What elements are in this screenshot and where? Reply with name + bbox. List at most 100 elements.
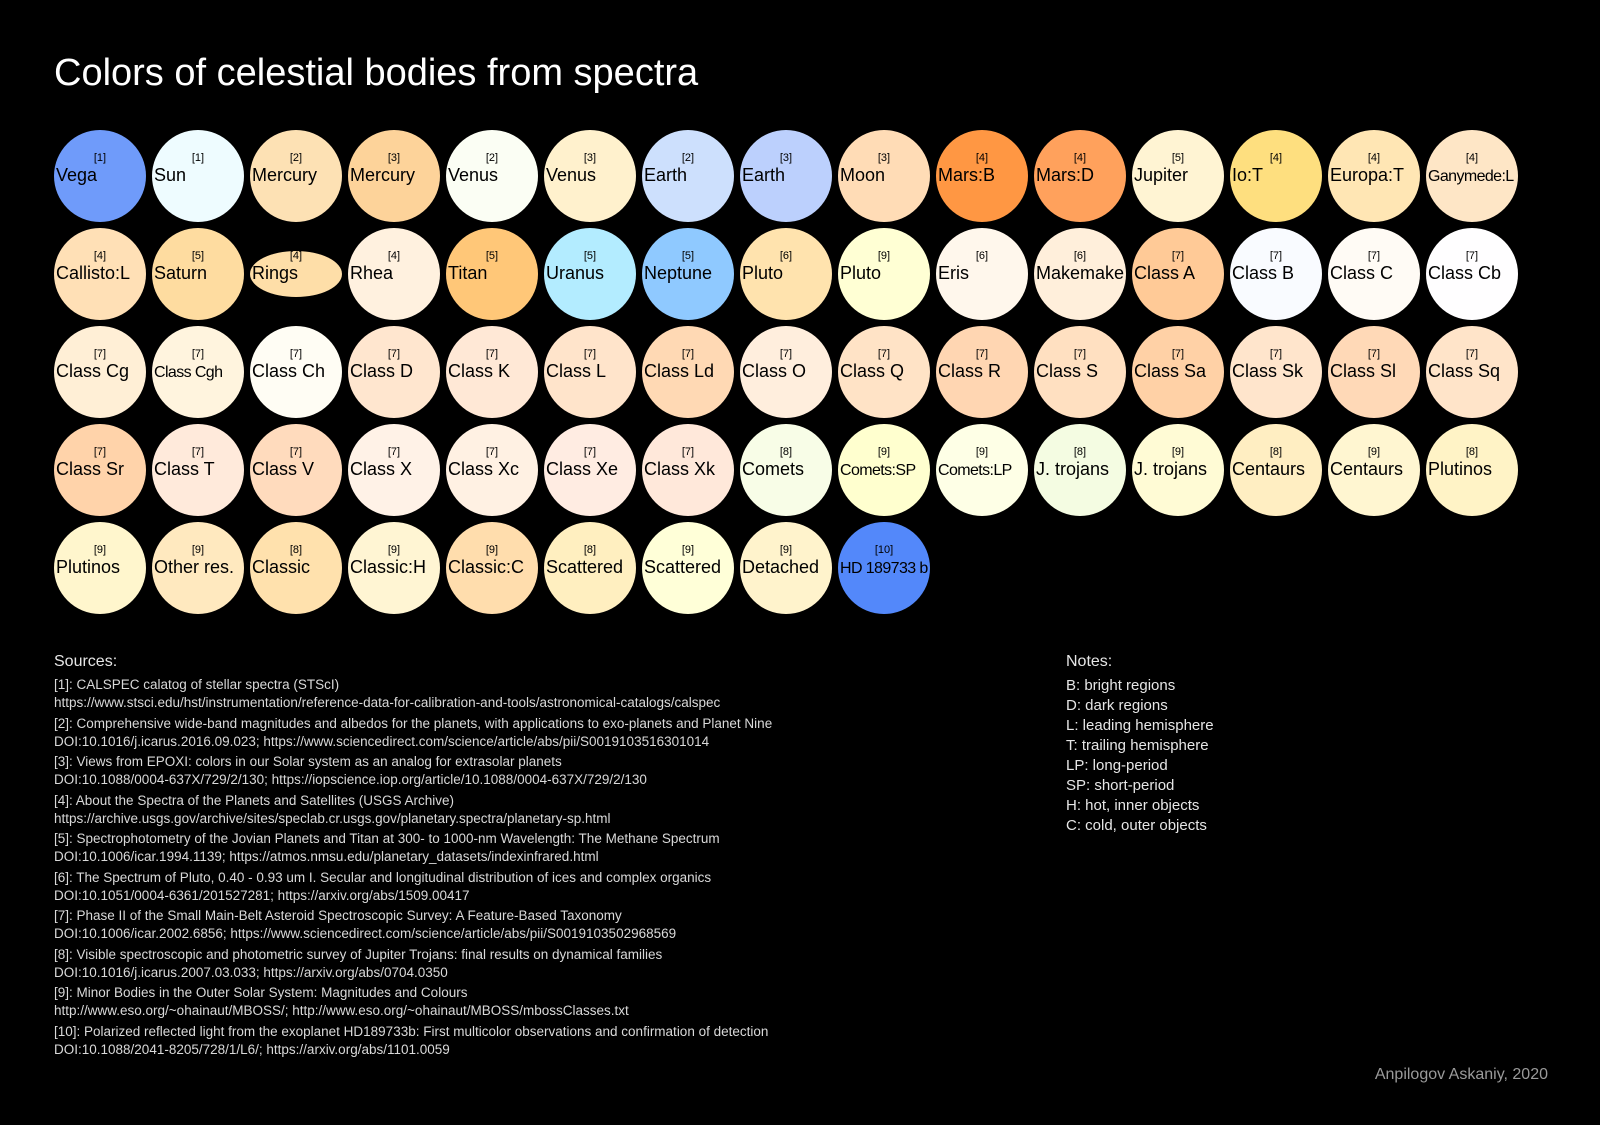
body-ref: [7] [93, 348, 107, 360]
body-swatch: [5] Jupiter [1132, 130, 1224, 222]
body-name: Class T [154, 459, 215, 479]
body-ref: [3] [877, 152, 891, 164]
body-name: Detached [742, 557, 820, 577]
body-ref: [7] [681, 446, 695, 458]
body-ref: [9] [877, 250, 891, 262]
body-ref: [8] [779, 446, 793, 458]
body-name: Class Sl [1330, 361, 1397, 381]
body-swatch: [7] Class Q [838, 326, 930, 418]
body-swatch: [7] Class S [1034, 326, 1126, 418]
source-title: [4]: About the Spectra of the Planets an… [54, 792, 454, 808]
source-title: [1]: CALSPEC calatog of stellar spectra … [54, 677, 340, 692]
source-title: [6]: The Spectrum of Pluto, 0.40 - 0.93 … [54, 869, 712, 885]
body-swatch: [3] Venus [544, 130, 636, 222]
body-swatch: [7] Class B [1230, 228, 1322, 320]
body-name: J. trojans [1134, 459, 1208, 479]
body-name: Class R [938, 361, 1002, 381]
body-ref: [9] [779, 544, 793, 556]
body-swatch: [8] Classic [250, 522, 342, 614]
body-name: Venus [546, 165, 597, 185]
body-swatch: [7] Class C [1328, 228, 1420, 320]
body-name: Class Sa [1134, 361, 1207, 381]
source-item: [6]: The Spectrum of Pluto, 0.40 - 0.93 … [54, 869, 974, 905]
body-swatch: [7] Class L [544, 326, 636, 418]
body-ref: [9] [387, 544, 401, 556]
body-ref: [7] [779, 348, 793, 360]
source-item: [4]: About the Spectra of the Planets an… [54, 792, 974, 828]
body-ref: [3] [779, 152, 793, 164]
body-ref: [9] [93, 544, 107, 556]
body-ref: [7] [485, 446, 499, 458]
body-ref: [7] [191, 446, 205, 458]
body-ref: [5] [681, 250, 695, 262]
body-ref: [8] [289, 544, 303, 556]
source-item: [1]: CALSPEC calatog of stellar spectra … [54, 676, 974, 712]
body-swatch: [3] Earth [740, 130, 832, 222]
body-ref: [5] [1171, 152, 1185, 164]
body-name: Saturn [154, 263, 208, 283]
note-item: LP: long-period [1066, 757, 1168, 774]
body-ref: [2] [681, 152, 695, 164]
body-swatch: [6] Pluto [740, 228, 832, 320]
body-ref: [1] [191, 152, 205, 164]
body-swatch: [8] Plutinos [1426, 424, 1518, 516]
body-swatch: [4] Rhea [348, 228, 440, 320]
body-ref: [7] [93, 446, 107, 458]
body-swatch: [6] Makemake [1034, 228, 1126, 320]
source-link: https://archive.usgs.gov/archive/sites/s… [54, 810, 611, 826]
body-name: Centaurs [1330, 459, 1404, 479]
body-swatch: [7] Class Xe [544, 424, 636, 516]
body-name: Makemake [1036, 263, 1125, 283]
body-name: Class Q [840, 361, 905, 381]
body-ref: [7] [1465, 250, 1479, 262]
body-ref: [9] [975, 446, 989, 458]
body-name: Class Sr [56, 459, 125, 479]
source-link: https://www.stsci.edu/hst/instrumentatio… [54, 695, 721, 710]
body-ref: [5] [583, 250, 597, 262]
body-ref: [7] [1367, 348, 1381, 360]
body-swatch: [9] Scattered [642, 522, 734, 614]
body-ref: [4] [1269, 152, 1283, 164]
body-swatch: [2] Mercury [250, 130, 342, 222]
body-swatch: [6] Eris [936, 228, 1028, 320]
body-ref: [7] [1171, 348, 1185, 360]
body-swatch: [7] Class K [446, 326, 538, 418]
body-swatch: [8] Scattered [544, 522, 636, 614]
body-swatch: [9] Detached [740, 522, 832, 614]
body-ref: [9] [191, 544, 205, 556]
source-title: [5]: Spectrophotometry of the Jovian Pla… [54, 831, 720, 846]
body-swatch: [9] Classic:H [348, 522, 440, 614]
body-ref: [3] [583, 152, 597, 164]
body-name: Class Xe [546, 459, 619, 479]
body-name: Class Cb [1428, 263, 1502, 283]
body-name: HD 189733 b [840, 560, 928, 577]
body-swatch: [2] Venus [446, 130, 538, 222]
body-name: Plutinos [56, 557, 121, 577]
body-ref: [7] [1367, 250, 1381, 262]
body-swatch: [7] Class D [348, 326, 440, 418]
body-name: Plutinos [1428, 459, 1493, 479]
body-swatch: [2] Earth [642, 130, 734, 222]
body-swatch: [9] Comets:LP [936, 424, 1028, 516]
notes-list: B: bright regions D: dark regions L: leadi… [1066, 676, 1214, 836]
body-ref: [4] [387, 250, 401, 262]
source-item: [7]: Phase II of the Small Main-Belt Ast… [54, 907, 974, 943]
body-swatch: [7] Class Ld [642, 326, 734, 418]
body-name: Class O [742, 361, 807, 381]
body-ref: [7] [1269, 348, 1283, 360]
source-link: DOI:10.1006/icar.1994.1139; https://atmo… [54, 849, 599, 864]
body-name: Class Sk [1232, 361, 1304, 381]
note-item: H: hot, inner objects [1066, 797, 1200, 814]
body-ref: [7] [583, 348, 597, 360]
body-ref: [7] [975, 348, 989, 360]
body-name: Mars:D [1036, 165, 1094, 185]
body-name: Class Cgh [154, 364, 223, 381]
body-name: Classic:C [448, 557, 525, 577]
body-swatch: [7] Class Cb [1426, 228, 1518, 320]
body-swatch: [9] Plutinos [54, 522, 146, 614]
body-ref: [4] [1465, 152, 1479, 164]
body-ref: [7] [583, 446, 597, 458]
body-ref: [6] [975, 250, 989, 262]
body-name: Class V [252, 459, 315, 479]
source-item: [8]: Visible spectroscopic and photometr… [54, 946, 974, 982]
